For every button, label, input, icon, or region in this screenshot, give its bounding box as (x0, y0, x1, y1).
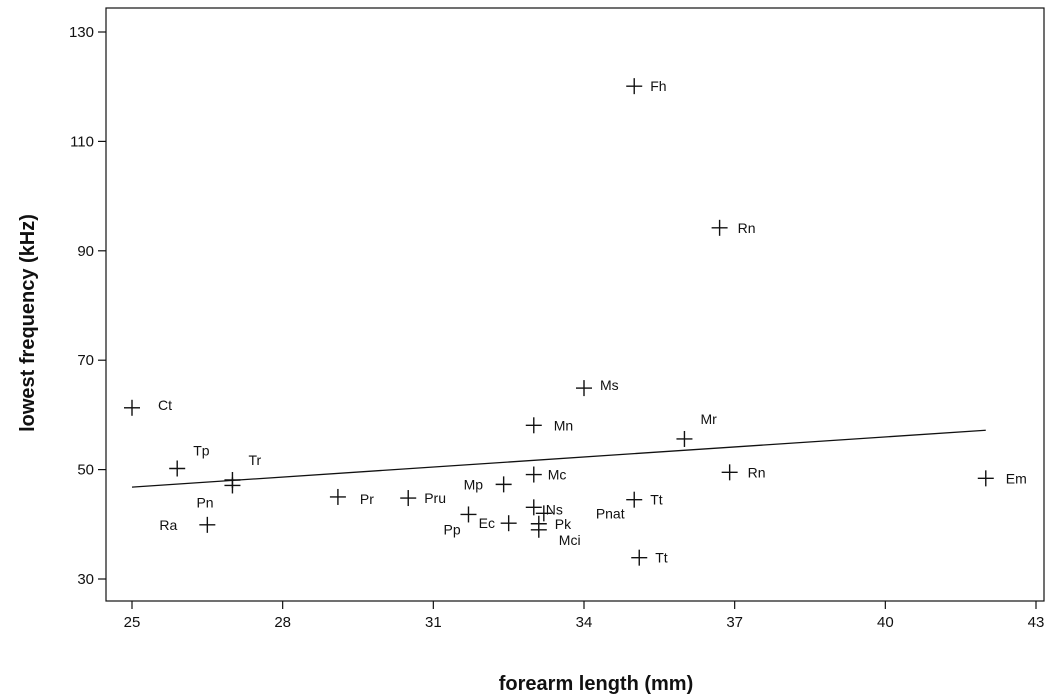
data-point: Tp (169, 443, 210, 477)
point-label: Mn (554, 417, 573, 433)
data-point: Tt (631, 549, 668, 566)
x-tick-label: 31 (425, 614, 442, 631)
data-point: Mn (525, 417, 573, 434)
x-tick-label: 43 (1028, 614, 1045, 631)
point-label: Ct (158, 397, 172, 413)
data-point: Ct (124, 397, 172, 416)
point-label: Rn (748, 464, 766, 480)
point-label: Fh (650, 78, 666, 94)
data-point: Em (977, 470, 1027, 487)
data-point: Pp (443, 506, 477, 537)
x-tick-label: 37 (726, 614, 743, 631)
data-point: Tt (626, 491, 663, 508)
point-label: Pru (424, 490, 446, 506)
y-tick-label: 110 (70, 133, 94, 150)
regression-line (131, 429, 986, 488)
y-tick-label: 90 (77, 243, 94, 260)
point-label: Mr (700, 411, 717, 427)
point-label: Tp (193, 443, 210, 459)
x-axis-title: forearm length (mm) (499, 673, 693, 695)
data-point: Rn (721, 464, 766, 481)
data-point: Pnat (535, 505, 625, 522)
trendline-layer (131, 429, 986, 488)
point-label: Ms (600, 377, 619, 393)
point-label: Pr (360, 491, 374, 507)
data-point: Ra (159, 516, 216, 533)
y-tick-label: 30 (77, 571, 94, 588)
point-label: Mci (559, 532, 581, 548)
data-point: Pru (400, 490, 446, 507)
point-label: Tr (248, 452, 261, 468)
point-label: Pn (196, 494, 213, 510)
point-label: Ec (479, 515, 495, 531)
data-point: Mr (676, 411, 717, 447)
plot-frame (105, 7, 1045, 602)
point-label: Em (1006, 470, 1027, 486)
data-point: Ec (479, 515, 517, 532)
point-label: Tt (655, 550, 668, 566)
x-tick-label: 28 (274, 614, 291, 631)
data-point: Fh (626, 78, 667, 95)
point-label: Pp (443, 521, 460, 537)
axes: 25 28 31 34 37 40 43 30 50 70 90 110 130 (69, 7, 1045, 631)
data-point: Tr (224, 452, 261, 488)
data-point: Mc (525, 466, 567, 483)
x-tick-label: 25 (124, 614, 141, 631)
point-label: Tt (650, 492, 663, 508)
data-point: Ms (576, 377, 619, 397)
point-label: Rn (738, 220, 756, 236)
y-axis-title: lowest frequency (kHz) (17, 214, 39, 432)
point-label: Ra (159, 517, 177, 533)
point-label: Mc (548, 467, 567, 483)
x-tick-label: 40 (877, 614, 894, 631)
point-label: Pnat (596, 505, 625, 521)
point-label: Mp (464, 476, 484, 492)
y-tick-label: 70 (77, 352, 94, 369)
y-tick-label: 130 (69, 24, 94, 41)
point-label: Pk (555, 516, 572, 532)
data-point: Pr (329, 488, 374, 507)
y-tick-label: 50 (77, 462, 94, 479)
data-point: Rn (711, 219, 756, 236)
x-tick-label: 34 (576, 614, 593, 631)
data-point: Mp (464, 476, 512, 493)
data-point: Pn (196, 477, 241, 510)
data-point: Mci (530, 521, 581, 548)
